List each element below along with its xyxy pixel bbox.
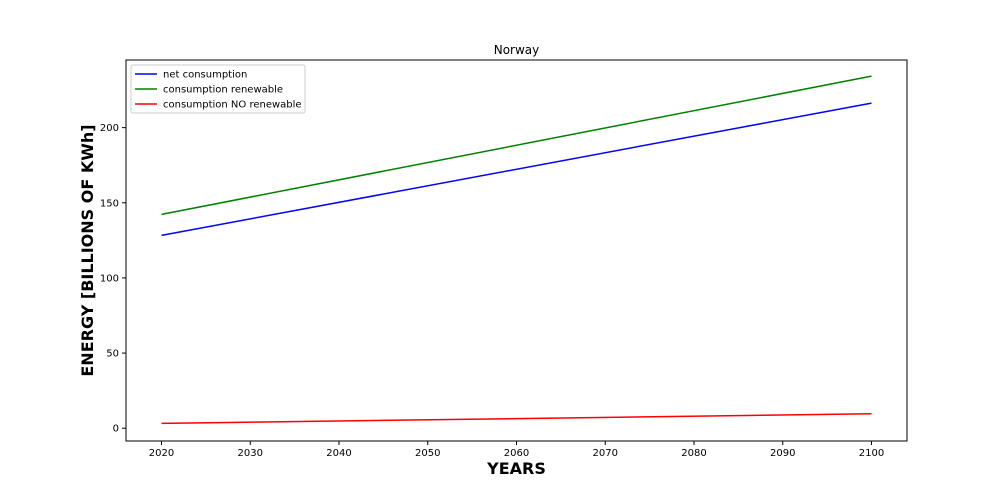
legend-box [130, 64, 306, 114]
chart-title: Norway [494, 43, 540, 57]
series-line-3 [161, 413, 872, 425]
y-tick-label: 150 [100, 198, 119, 209]
legend: net consumption consumption renewable cons… [130, 64, 306, 114]
x-tick-label: 2040 [326, 448, 351, 459]
x-tick-label: 2070 [593, 448, 618, 459]
plot-frame [125, 59, 908, 442]
legend-entry-label: consumption renewable [163, 85, 283, 96]
legend-entry-label: consumption NO renewable [163, 100, 302, 111]
y-tick-label: 200 [100, 123, 119, 134]
x-tick-label: 2020 [149, 448, 174, 459]
series-line-2 [161, 75, 872, 216]
y-axis-ticks: 0 50 100 150 200 [100, 123, 126, 435]
x-axis-label: YEARS [486, 459, 546, 478]
y-tick-label: 100 [100, 273, 119, 284]
x-tick-label: 2080 [681, 448, 706, 459]
x-tick-label: 2100 [859, 448, 884, 459]
series-line-1 [161, 102, 872, 237]
x-tick-label: 2060 [504, 448, 529, 459]
y-tick-label: 50 [106, 349, 119, 360]
y-axis-label: ENERGY [BILLIONS OF KWh] [78, 124, 97, 376]
plot-lines [161, 75, 872, 425]
y-tick-label: 0 [113, 424, 119, 435]
x-tick-label: 2090 [770, 448, 795, 459]
legend-entry-label: net consumption [163, 70, 247, 81]
x-tick-label: 2050 [415, 448, 440, 459]
x-axis-ticks: 2020 2030 2040 2050 2060 2070 2080 2090 2100 [149, 441, 884, 459]
x-tick-label: 2030 [238, 448, 263, 459]
